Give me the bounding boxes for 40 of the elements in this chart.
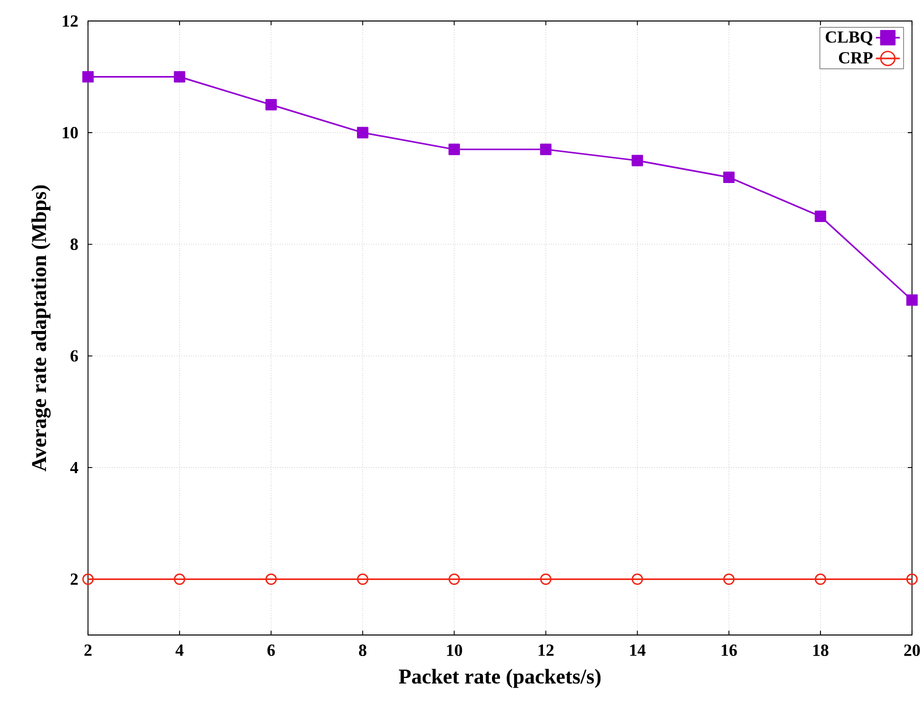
y-tick-label: 6 [70, 350, 78, 362]
x-tick-label: 6 [267, 644, 275, 656]
x-tick-label: 12 [538, 644, 554, 656]
point [814, 573, 826, 585]
point [174, 71, 186, 83]
x-axis-title: Packet rate (packets/s) [398, 668, 601, 688]
x-tick-label: 10 [447, 644, 462, 656]
point [448, 144, 460, 156]
x-tick-label: 16 [722, 644, 737, 656]
point [723, 573, 735, 585]
point [906, 294, 918, 306]
y-tick-label: 8 [70, 238, 78, 250]
y-tick-label: 4 [70, 462, 78, 474]
legend-label: CLBQ [826, 31, 872, 46]
point [265, 99, 277, 110]
point [906, 573, 918, 585]
x-tick-label: 20 [904, 644, 920, 656]
x-tick-label: 8 [358, 644, 366, 656]
y-axis-title: Average rate adaptation (Mbps) [31, 185, 51, 472]
y-tick-label: 12 [62, 15, 78, 27]
point [814, 210, 826, 222]
point [632, 154, 644, 166]
x-tick-label: 2 [84, 644, 92, 656]
x-tick-label: 14 [630, 644, 646, 656]
legend-label: CRP [838, 52, 873, 64]
point [265, 573, 277, 585]
point [82, 573, 94, 585]
point [723, 172, 735, 183]
point [632, 573, 644, 585]
point [540, 573, 552, 585]
point [82, 71, 94, 83]
point [174, 573, 186, 585]
y-tick-label: 10 [62, 126, 78, 138]
x-tick-label: 18 [813, 644, 828, 656]
x-tick-label: 4 [176, 644, 184, 656]
y-tick-label: 2 [70, 574, 78, 585]
point [356, 573, 368, 585]
point [356, 126, 368, 138]
point [540, 144, 552, 156]
point [448, 573, 460, 585]
